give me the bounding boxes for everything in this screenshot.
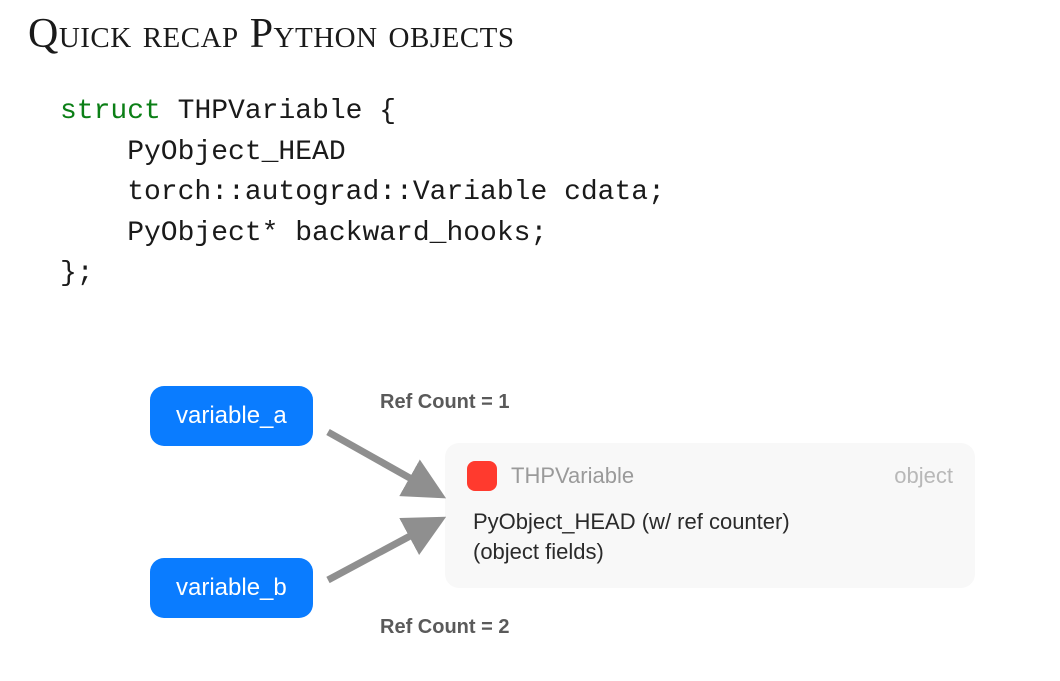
ref-count-2-label: Ref Count = 2	[380, 616, 509, 639]
object-type-label: THPVariable	[511, 463, 894, 489]
node-variable-a: variable_a	[150, 386, 313, 446]
node-variable-b: variable_b	[150, 558, 313, 618]
object-tag-label: object	[894, 463, 953, 489]
arrow-b-to-object	[328, 520, 440, 580]
diagram: variable_a variable_b Ref Count = 1 Ref …	[0, 0, 1060, 681]
object-body: PyObject_HEAD (w/ ref counter) (object f…	[467, 507, 953, 566]
node-variable-a-label: variable_a	[176, 402, 287, 429]
object-body-line-1: PyObject_HEAD (w/ ref counter)	[473, 507, 953, 537]
object-body-line-2: (object fields)	[473, 537, 953, 567]
object-chip-icon	[467, 461, 497, 491]
object-header: THPVariable object	[467, 461, 953, 491]
ref-count-1-label: Ref Count = 1	[380, 391, 509, 414]
node-variable-b-label: variable_b	[176, 574, 287, 601]
object-box: THPVariable object PyObject_HEAD (w/ ref…	[445, 443, 975, 588]
arrow-a-to-object	[328, 432, 440, 495]
